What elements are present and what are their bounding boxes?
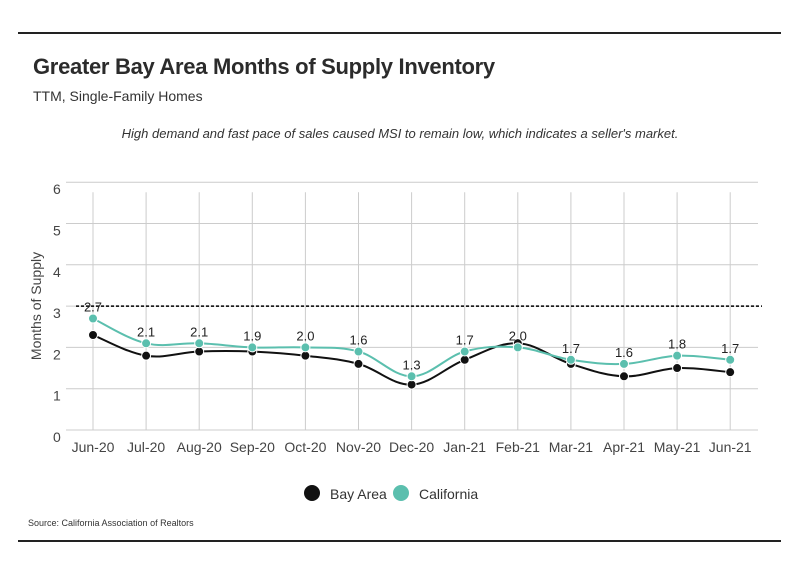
series-california-legend-label: California [419, 486, 478, 502]
chart-annotation: High demand and fast pace of sales cause… [121, 126, 679, 141]
x-tick-label: Mar-21 [549, 439, 594, 455]
series-bay-area-point [141, 350, 152, 361]
series-bay-area-point [459, 354, 470, 365]
x-tick-label: Sep-20 [230, 439, 275, 455]
x-tick-label: Aug-20 [177, 439, 222, 455]
chart-subtitle: TTM, Single-Family Homes [33, 88, 203, 104]
data-label: 1.7 [456, 333, 474, 348]
data-label: 1.7 [562, 341, 580, 356]
series-bay-area-point [353, 358, 364, 369]
series-bay-area-point [194, 346, 205, 357]
series-bay-area-point [619, 371, 629, 382]
series-california-point [565, 354, 576, 365]
top-rule [18, 32, 781, 34]
y-tick-label: 5 [53, 223, 61, 239]
series-california-point [672, 350, 683, 361]
series-california-point [459, 346, 470, 357]
bottom-rule [18, 540, 781, 542]
x-tick-label: Jun-21 [709, 439, 752, 455]
data-label: 2.1 [190, 324, 208, 339]
data-label: 2.7 [84, 299, 102, 314]
series-california-point [353, 346, 364, 357]
chart-title: Greater Bay Area Months of Supply Invent… [33, 54, 495, 79]
data-label: 2.0 [296, 328, 314, 343]
x-tick-label: Jan-21 [443, 439, 486, 455]
y-tick-label: 2 [53, 346, 61, 362]
series-california-point [247, 342, 258, 353]
x-tick-label: Feb-21 [496, 439, 541, 455]
series-bay-area-point [672, 363, 683, 374]
data-label: 2.0 [509, 328, 527, 343]
source-note: Source: California Association of Realto… [28, 518, 194, 528]
series-california-point [141, 338, 152, 349]
y-tick-label: 1 [53, 388, 61, 404]
x-tick-label: Oct-20 [284, 439, 326, 455]
data-label: 2.1 [137, 324, 155, 339]
y-tick-label: 4 [53, 264, 61, 280]
series-california-point [194, 338, 205, 349]
x-tick-label: Jul-20 [127, 439, 165, 455]
series-bay-area-point [88, 330, 98, 341]
y-tick-label: 6 [53, 181, 61, 197]
series-california-point [88, 313, 98, 324]
data-label: 1.6 [349, 333, 367, 348]
series-california-point [512, 342, 523, 353]
series-bay-area-legend-marker [304, 485, 320, 501]
x-tick-label: Jun-20 [72, 439, 115, 455]
data-label: 1.8 [668, 337, 686, 352]
series-bay-area-point [300, 350, 311, 361]
series-california-legend-marker [393, 485, 409, 501]
x-tick-label: Nov-20 [336, 439, 381, 455]
data-label: 1.7 [721, 341, 739, 356]
x-tick-label: Dec-20 [389, 439, 434, 455]
series-bay-area-point [725, 367, 736, 378]
x-tick-label: Apr-21 [603, 439, 645, 455]
series-california-point [300, 342, 311, 353]
data-label: 1.6 [615, 345, 633, 360]
series-california-point [406, 371, 417, 382]
series-california-point [725, 354, 736, 365]
y-tick-label: 0 [53, 429, 61, 445]
data-label: 1.9 [243, 328, 261, 343]
y-axis-label: Months of Supply [28, 252, 44, 360]
data-label: 1.3 [403, 357, 421, 372]
series-bay-area-point [406, 379, 417, 390]
series-california-point [619, 358, 629, 369]
series-bay-area-legend-label: Bay Area [330, 486, 387, 502]
y-tick-label: 3 [53, 305, 61, 321]
x-tick-label: May-21 [654, 439, 701, 455]
